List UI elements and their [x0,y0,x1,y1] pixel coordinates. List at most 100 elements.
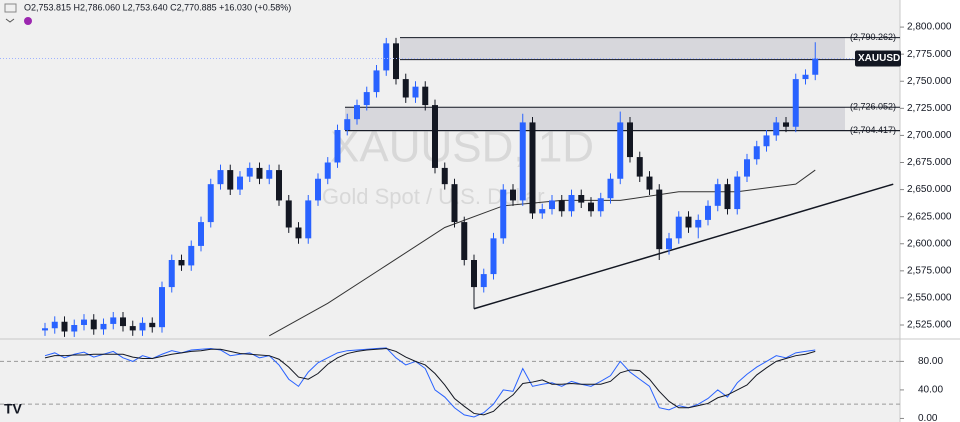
candle-body [773,122,780,136]
symbol-tag-bg [855,50,901,67]
candle-body [724,184,731,210]
y-tick-label: 2,750.000 [907,76,952,87]
y-tick-label: 2,725.000 [907,103,952,114]
candle-body [490,238,497,275]
y-tick-label: 2,800.000 [907,22,952,33]
candle-body [500,189,507,239]
candle-body [685,216,692,228]
candle-body [597,198,604,212]
candle-body [578,195,585,203]
price-axis [900,0,960,422]
candle-body [734,176,741,210]
candle-body [334,130,341,163]
candle-body [256,167,263,179]
y-tick-label: 2,700.000 [907,130,952,141]
candle-body [178,260,185,266]
y-tick-label: 2,550.000 [907,293,952,304]
plot: 2,525.000 2,550.000 2,575.000 2,600.000 2,62… [0,22,952,422]
candle-body [705,205,711,220]
candle-body [695,219,702,228]
level-label: (2,704.417) [850,125,896,135]
candle-body [61,321,68,332]
candle-body [237,176,243,190]
candle-body [383,43,390,71]
candle-body [285,200,292,228]
icon[interactable] [4,3,17,13]
candle-body [315,178,321,201]
candle-body [168,260,175,288]
candle-body [100,323,107,330]
candle-body [422,86,429,106]
y-tick-label: 0.00 [918,413,938,422]
level-label: (2,726.052) [850,102,896,112]
candle-body [344,119,351,130]
icon[interactable] [24,17,32,25]
y-tick-label: 2,775.000 [907,49,952,60]
candle-body [276,170,282,201]
candle-body [51,321,58,329]
candle-body [402,79,409,98]
candle-body [617,122,624,179]
candle-body [432,105,438,168]
candle-body [441,167,448,185]
candle-body [539,209,546,214]
candle-body [412,86,419,98]
candle-body [71,325,78,332]
candle-body [227,170,234,190]
candle-body [110,317,117,324]
candle-body [666,238,672,250]
candle-body [266,170,273,179]
y-tick-label: 2,525.000 [907,320,952,331]
candle-body [159,287,165,328]
candle-body [305,200,312,239]
header-bg [0,0,265,30]
y-tick-label: 2,650.000 [907,184,952,195]
candle-body [363,92,370,106]
candle-body [324,162,331,179]
candle-body [783,122,789,127]
y-tick-label: 2,575.000 [907,265,952,276]
candle-body [714,184,721,206]
candle-body [217,170,224,185]
candle-body [295,227,302,239]
candle-body [607,178,614,199]
y-tick-label: 80.00 [918,356,943,367]
candle-body [198,222,204,246]
y-tick-label: 2,600.000 [907,238,952,249]
symbol-tag: XAUUSD [858,53,900,64]
candle-body [529,122,536,214]
candle-body [646,176,653,190]
oscillator-line [44,348,816,416]
candle-body [246,167,253,177]
candle-body [656,189,663,250]
y-tick-label: 2,625.000 [907,211,952,222]
candle-body [675,216,682,239]
candle-body [393,43,399,80]
level-label: (2,790.262) [850,32,896,42]
candle-body [763,135,770,147]
ohlc-header: O2,753.815 H2,786.060 L2,753.640 C2,770.… [24,2,291,12]
candle-body [480,274,487,288]
candle-body [461,222,468,260]
logo: TV [4,401,23,417]
candle-body [812,58,819,75]
candle-body [753,146,760,160]
y-tick-label: 2,675.000 [907,157,952,168]
zone [345,107,845,131]
candle-body [42,328,48,331]
icon[interactable] [5,18,15,23]
candle-body [558,200,565,212]
candle-body [588,202,594,212]
candle-body [519,122,526,201]
candle-body [627,122,633,158]
candle-body [510,189,516,201]
candle-body [471,260,477,288]
candle-body [792,79,799,127]
candle-body [81,319,87,325]
candle-body [568,195,575,212]
candle-body [354,105,360,120]
candle-body [149,322,156,328]
y-tick-label: 40.00 [918,385,943,396]
